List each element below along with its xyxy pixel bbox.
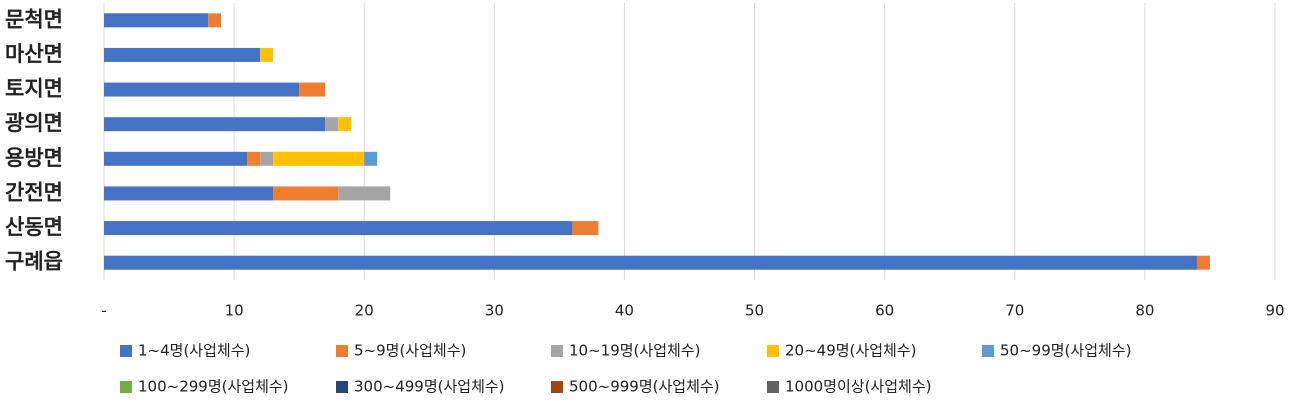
bar-segment <box>299 82 326 97</box>
legend-swatch <box>767 345 779 357</box>
x-tick-label: 60 <box>875 302 894 320</box>
y-tick-label: 마산면 <box>5 42 63 66</box>
legend-swatch <box>551 381 563 393</box>
bar-segment <box>260 151 274 166</box>
x-tick-label: 70 <box>1005 302 1024 320</box>
legend-label: 5~9명(사업체수) <box>354 342 466 360</box>
x-tick-label: 30 <box>485 302 504 320</box>
bar-segment <box>260 47 274 62</box>
bar-segment <box>1196 255 1210 270</box>
legend-label: 10~19명(사업체수) <box>569 342 700 360</box>
x-tick-label: 80 <box>1135 302 1154 320</box>
legend-label: 50~99명(사업체수) <box>1000 342 1131 360</box>
bar-segment <box>273 186 339 201</box>
legend-swatch <box>551 345 563 357</box>
bar-segment <box>338 117 352 132</box>
x-tick-label: 50 <box>745 302 764 320</box>
legend-swatch <box>336 345 348 357</box>
y-tick-label: 토지면 <box>5 77 63 101</box>
y-tick-label: 간전면 <box>5 180 63 204</box>
bar-segment <box>572 221 599 236</box>
x-tick-label: 40 <box>615 302 634 320</box>
bar-segment <box>104 151 248 166</box>
bar-segment <box>364 151 378 166</box>
bar-segment <box>104 117 326 132</box>
bar-segment <box>104 47 261 62</box>
bar-segment <box>104 255 1197 270</box>
x-tick-label: 20 <box>355 302 374 320</box>
bar-segment <box>208 13 222 28</box>
bar-segment <box>104 186 274 201</box>
bar-segment <box>338 186 391 201</box>
y-tick-label: 광의면 <box>5 111 63 135</box>
legend-swatch <box>120 381 132 393</box>
legend-label: 500~999명(사업체수) <box>569 378 720 396</box>
legend-label: 1000명이상(사업체수) <box>785 378 931 396</box>
bar-segment <box>325 117 339 132</box>
legend-label: 20~49명(사업체수) <box>785 342 916 360</box>
bar-segment <box>104 82 300 97</box>
y-tick-label: 산동면 <box>5 215 63 239</box>
legend-swatch <box>982 345 994 357</box>
legend-swatch <box>120 345 132 357</box>
legend-label: 1~4명(사업체수) <box>138 342 250 360</box>
y-tick-label: 문척면 <box>5 7 63 31</box>
y-tick-label: 구례읍 <box>5 250 63 274</box>
legend-label: 100~299명(사업체수) <box>138 378 289 396</box>
legend-swatch <box>336 381 348 393</box>
legend-swatch <box>767 381 779 393</box>
x-tick-label: 90 <box>1265 302 1284 320</box>
bar-segment <box>247 151 261 166</box>
bar-segment <box>104 13 209 28</box>
bar-segment <box>104 221 573 236</box>
x-tick-label: 10 <box>225 302 244 320</box>
y-tick-label: 용방면 <box>5 146 63 170</box>
bar-segment <box>273 151 365 166</box>
x-tick-label: - <box>101 302 106 320</box>
legend-label: 300~499명(사업체수) <box>354 378 505 396</box>
